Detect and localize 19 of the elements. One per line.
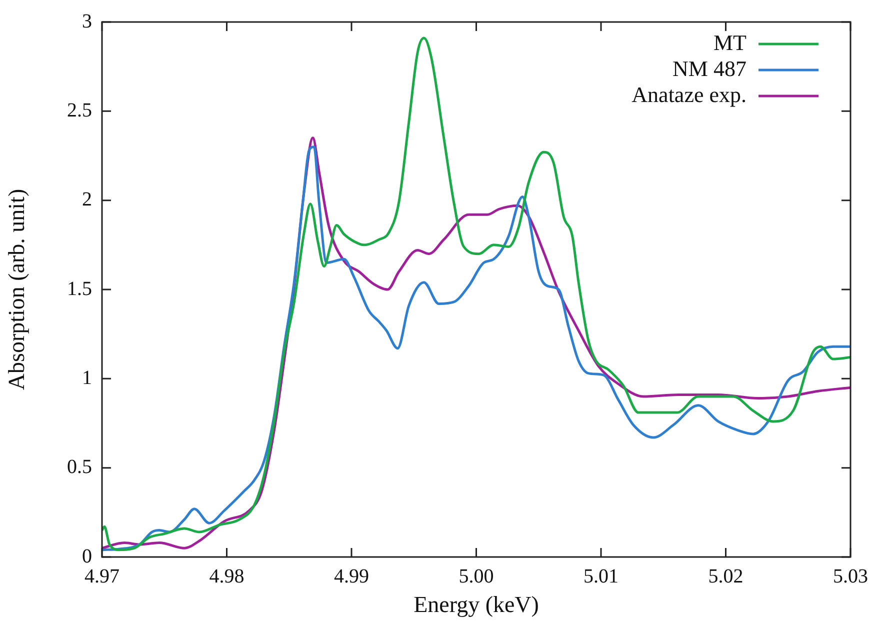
y-tick-label: 2 — [82, 188, 92, 211]
x-tick-label: 4.97 — [84, 565, 120, 588]
legend-label: MT — [714, 30, 748, 55]
x-tick-label: 4.99 — [334, 565, 369, 588]
x-axis-title: Energy (keV) — [414, 592, 539, 618]
x-tick-label: 5.00 — [458, 565, 494, 588]
y-axis-title: Absorption (arb. unit) — [4, 188, 29, 390]
y-tick-label: 3 — [82, 10, 92, 32]
y-tick-label: 1 — [82, 366, 92, 389]
y-tick-label: 2.5 — [67, 99, 92, 122]
legend-label: Anataze exp. — [632, 82, 746, 107]
x-tick-label: 5.01 — [584, 565, 618, 588]
y-tick-label: 1.5 — [67, 278, 92, 300]
x-tick-label: 5.02 — [708, 565, 744, 588]
y-tick-label: 0 — [82, 545, 92, 568]
legend-label: NM 487 — [672, 56, 746, 81]
x-tick-label: 5.03 — [833, 565, 868, 588]
x-tick-label: 4.98 — [209, 565, 244, 588]
y-tick-label: 0.5 — [67, 456, 92, 478]
